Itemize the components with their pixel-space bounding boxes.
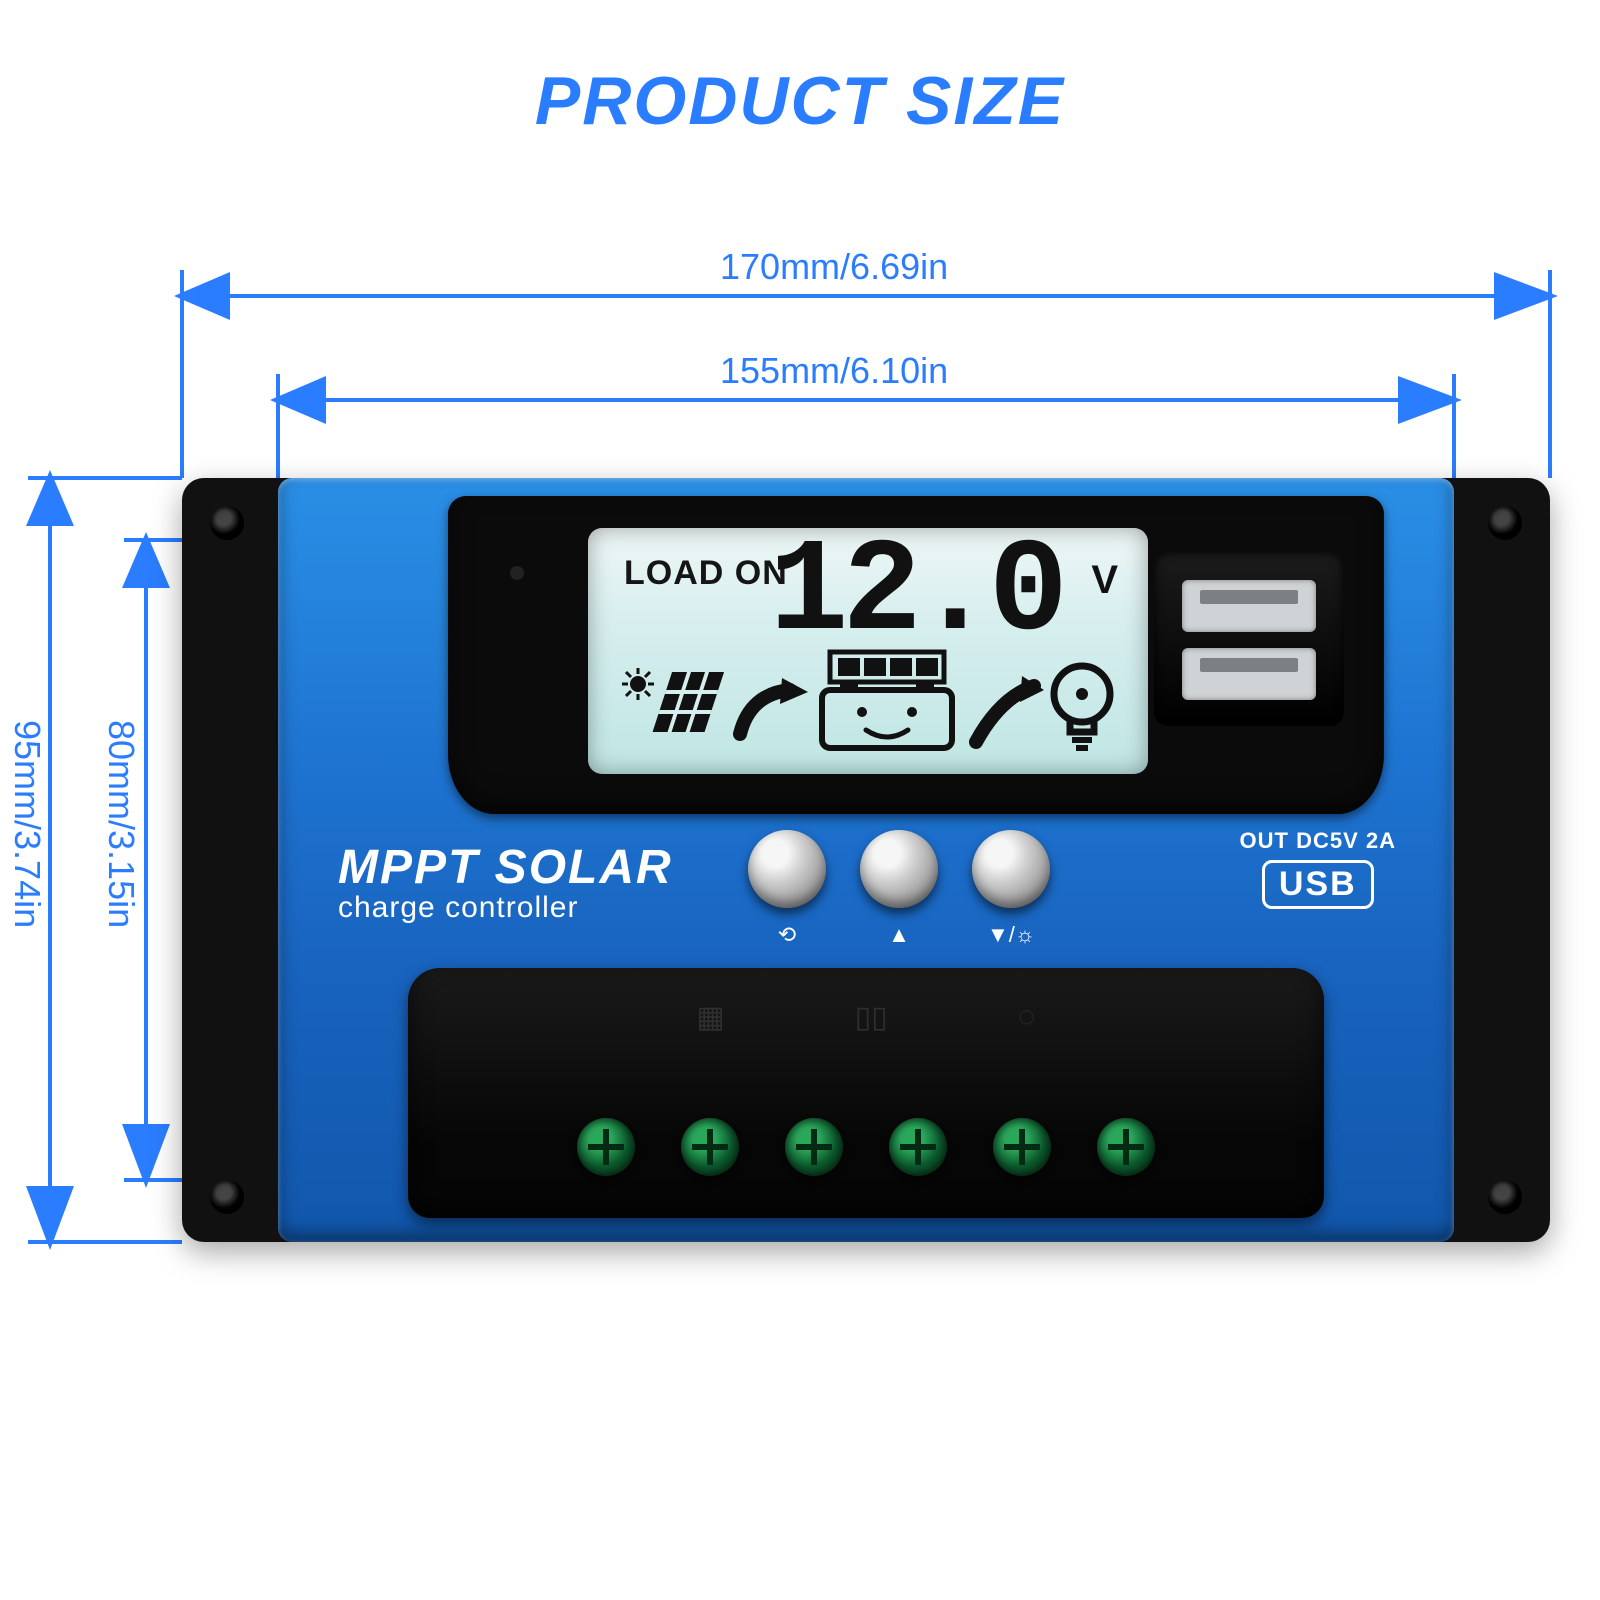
down-button[interactable] [972,830,1050,908]
usb-label-block: OUT DC5V 2A USB [1240,828,1396,909]
usb-badge: USB [1262,860,1374,909]
brand-line2: charge controller [338,891,673,925]
up-button[interactable] [860,830,938,908]
usb-port-icon[interactable] [1182,580,1316,632]
battery-terminal-icon: ▯▯ [855,1000,888,1035]
terminal-icons-row: ▦ ▯▯ ◌ [408,1000,1324,1035]
usb-port-icon[interactable] [1182,648,1316,700]
screw-icon[interactable] [1097,1118,1155,1176]
top-bezel: LOAD ON 12.0 V [448,496,1384,814]
sensor-dot-icon [510,566,524,580]
down-button-label: ▼/☼ [972,922,1050,948]
screw-icon[interactable] [681,1118,739,1176]
mount-hole-icon [210,1180,244,1214]
solar-panel-icon [618,666,728,756]
mount-hole-icon [210,506,244,540]
mount-hole-icon [1488,1180,1522,1214]
screw-row [408,1118,1324,1176]
screw-icon[interactable] [993,1118,1051,1176]
battery-icon [812,646,962,756]
up-button-label: ▲ [860,922,938,948]
usb-block [1154,552,1344,726]
screw-icon[interactable] [785,1118,843,1176]
bulb-icon [1046,660,1118,756]
menu-button[interactable] [748,830,826,908]
lcd-unit: V [1091,558,1118,603]
dim-height-outer: 95mm/3.74in [6,720,48,928]
terminal-block: ▦ ▯▯ ◌ [408,968,1324,1218]
panel-terminal-icon: ▦ [696,1000,724,1035]
dim-width-inner: 155mm/6.10in [720,350,948,392]
load-terminal-icon: ◌ [1018,1000,1036,1035]
brand-block: MPPT SOLAR charge controller [338,840,673,925]
flow-arrow-right-icon [964,676,1044,756]
dim-height-inner: 80mm/3.15in [100,720,142,928]
lcd-status: LOAD ON [624,554,788,593]
flow-arrow-left-icon [730,676,810,756]
lcd-icons-row [618,646,1118,756]
menu-button-label: ⟲ [748,922,826,948]
screw-icon[interactable] [889,1118,947,1176]
lcd-screen: LOAD ON 12.0 V [588,528,1148,774]
screw-icon[interactable] [577,1118,635,1176]
usb-out-label: OUT DC5V 2A [1240,828,1396,854]
device-body: LOAD ON 12.0 V [278,478,1454,1242]
mount-hole-icon [1488,506,1522,540]
brand-line1: MPPT SOLAR [338,840,673,895]
dim-width-outer: 170mm/6.69in [720,246,948,288]
device-frame: LOAD ON 12.0 V [182,478,1550,1242]
